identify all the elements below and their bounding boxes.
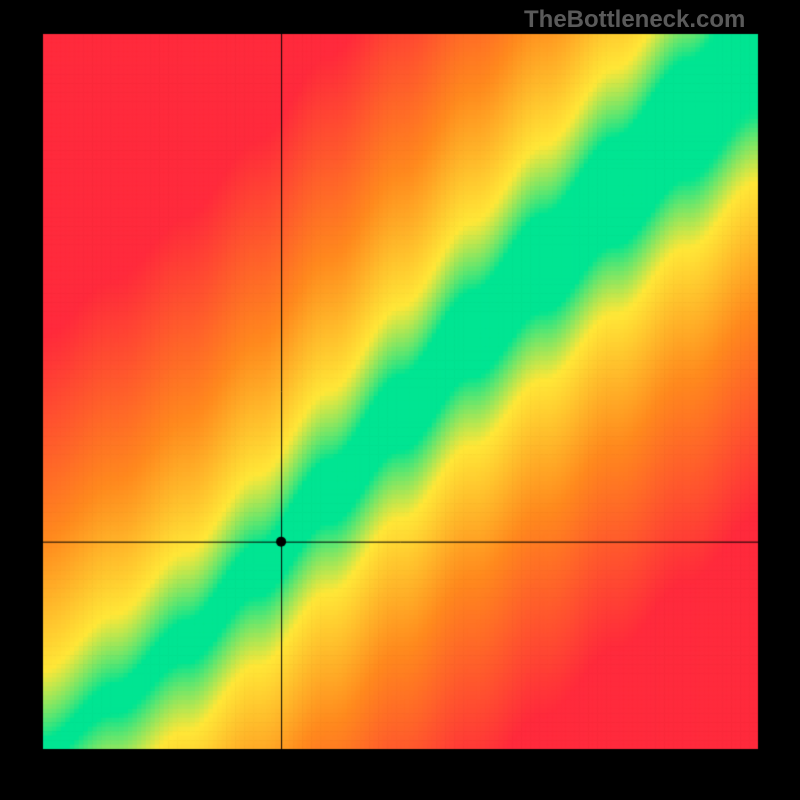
bottleneck-heatmap: [0, 0, 800, 800]
watermark-text: TheBottleneck.com: [524, 6, 745, 34]
